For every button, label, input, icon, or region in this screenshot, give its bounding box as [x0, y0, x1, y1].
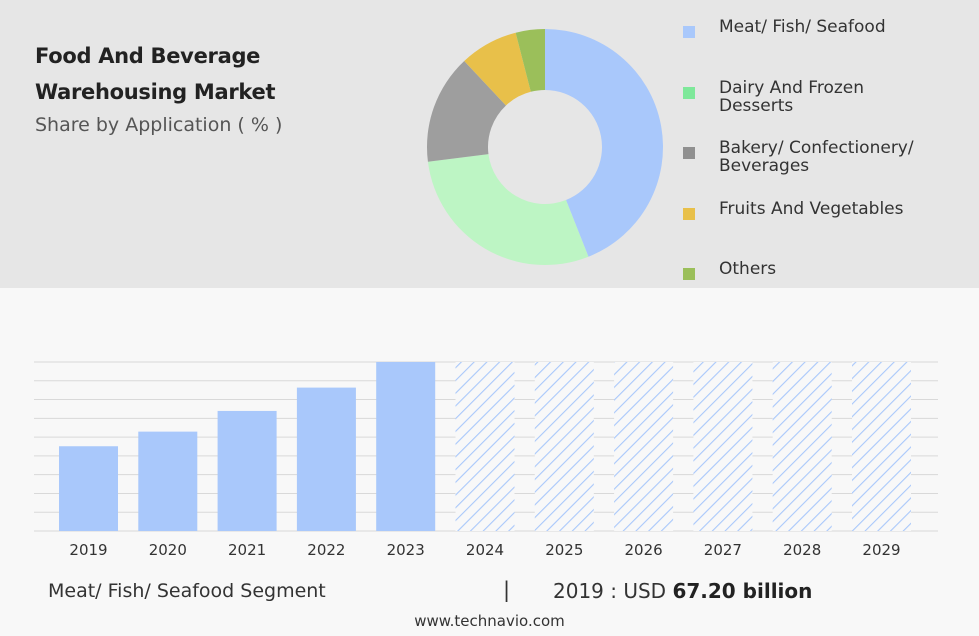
donut-chart	[427, 29, 663, 265]
x-tick-label-2021: 2021	[228, 541, 266, 559]
x-tick-label-2024: 2024	[466, 541, 504, 559]
bar-2021	[217, 410, 277, 531]
legend-item-bakery-confectionery-beverages: Bakery/ Confectionery/ Beverages	[683, 139, 914, 175]
footer-value: 2019 : USD 67.20 billion	[553, 579, 812, 603]
forecast-bar-2024	[455, 362, 515, 531]
footer-segment-label: Meat/ Fish/ Seafood Segment	[48, 580, 326, 602]
footer-highlight-value: 67.20 billion	[672, 579, 813, 603]
donut-slice-others	[515, 29, 545, 92]
x-tick-label-2028: 2028	[783, 541, 821, 559]
x-tick-label-2027: 2027	[704, 541, 742, 559]
legend-label: Dairy And Frozen Desserts	[719, 78, 864, 116]
legend-label: Fruits And Vegetables	[719, 199, 904, 219]
chart-subtitle: Share by Application ( % )	[35, 114, 283, 136]
bar-2022	[296, 387, 356, 531]
legend-item-fruits-vegetables: Fruits And Vegetables	[683, 200, 904, 220]
website-link[interactable]: www.technavio.com	[414, 612, 565, 630]
bar-2020	[138, 431, 198, 531]
x-tick-label-2029: 2029	[862, 541, 900, 559]
legend-item-dairy-frozen-desserts: Dairy And Frozen Desserts	[683, 79, 864, 115]
donut-slice-meat-fish-seafood	[545, 29, 663, 257]
forecast-bar-2029	[852, 362, 911, 531]
forecast-bar-2027	[693, 362, 753, 531]
donut-slice-dairy-and-frozen-desserts	[427, 154, 589, 265]
bar-2023	[376, 362, 436, 531]
legend-swatch	[683, 208, 695, 220]
forecast-bar-2028	[772, 362, 832, 531]
forecast-bar-2026	[614, 362, 674, 531]
legend-swatch	[683, 87, 695, 99]
legend-label: Bakery/ Confectionery/ Beverages	[719, 138, 914, 176]
x-tick-label-2022: 2022	[307, 541, 345, 559]
legend-label: Meat/ Fish/ Seafood	[719, 17, 886, 37]
footer-separator: |	[503, 578, 511, 602]
forecast-bar-2025	[534, 362, 594, 531]
x-tick-label-2023: 2023	[387, 541, 425, 559]
x-tick-label-2025: 2025	[545, 541, 583, 559]
legend-swatch	[683, 147, 695, 159]
donut-slice-fruits-and-vegetables	[464, 32, 531, 106]
chart-title-line-2: Warehousing Market	[35, 80, 276, 104]
footer-year-prefix: 2019 : USD	[553, 579, 673, 603]
x-tick-label-2019: 2019	[69, 541, 107, 559]
legend-label: Others	[719, 259, 777, 279]
x-tick-label-2020: 2020	[149, 541, 187, 559]
legend-item-others: Others	[683, 260, 776, 280]
legend-swatch	[683, 268, 695, 280]
bar-chart: 2019 2020 2021 2022 2023 2024 2025 2026 2027 2028…	[34, 361, 938, 559]
x-tick-label-2026: 2026	[625, 541, 663, 559]
title-block: Food And Beverage Warehousing Market Sha…	[35, 38, 282, 140]
legend-item-meat-fish-seafood: Meat/ Fish/ Seafood	[683, 18, 886, 38]
donut-slice-bakery-confectionery-beverages	[427, 60, 506, 162]
legend-swatch	[683, 26, 695, 38]
chart-title-line-1: Food And Beverage	[35, 44, 261, 68]
bar-2019	[59, 446, 118, 531]
